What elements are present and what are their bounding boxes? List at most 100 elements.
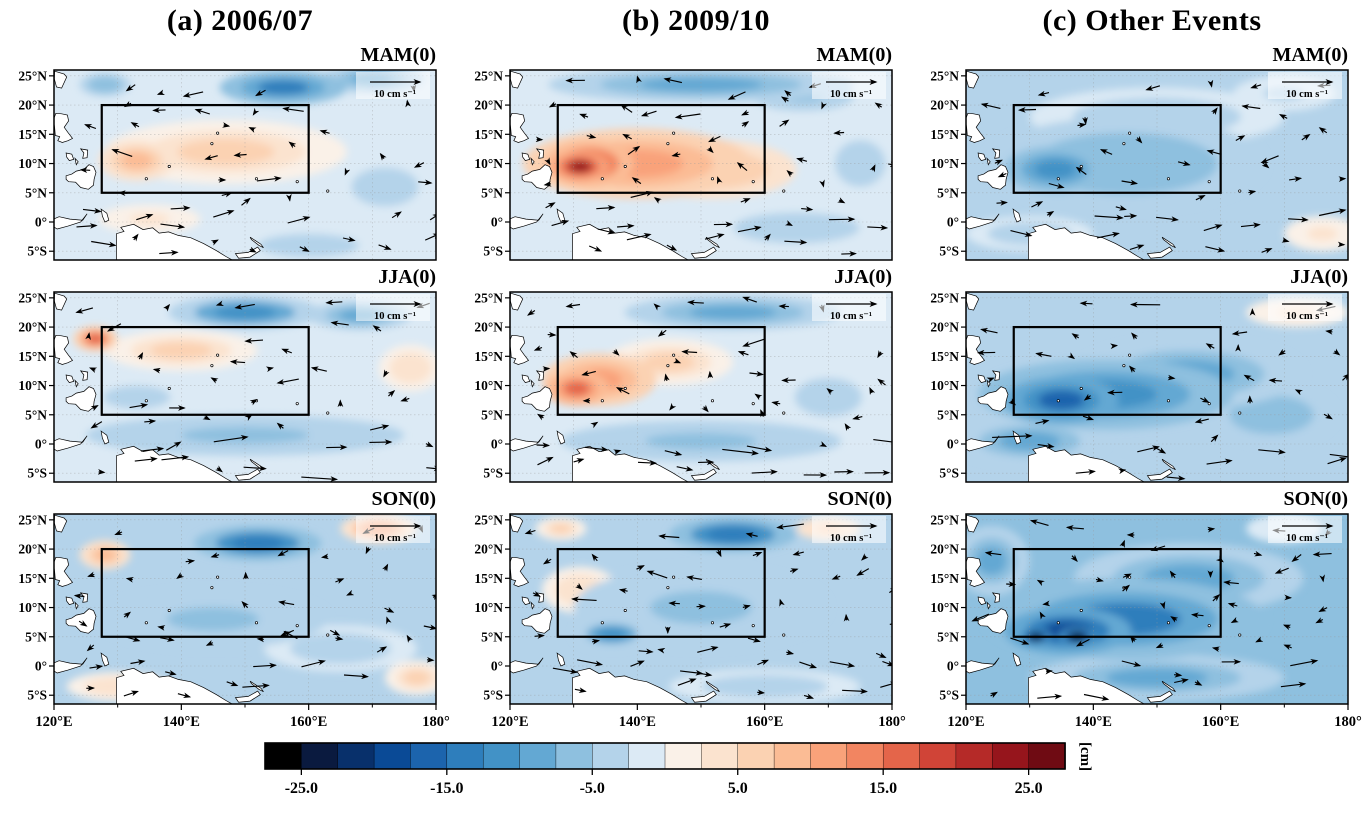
svg-text:15°N: 15°N <box>18 571 47 586</box>
svg-text:25°N: 25°N <box>18 290 47 305</box>
column-a: (a) 2006/07 MAM(0) 10 cm s⁻¹ 25°N 20°N 15°N… <box>0 0 456 735</box>
column-title-a: (a) 2006/07 <box>166 4 314 37</box>
svg-text:0°: 0° <box>947 215 959 230</box>
season-label-a-mam: MAM(0) <box>360 44 436 66</box>
svg-text:5°S: 5°S <box>483 688 503 703</box>
svg-text:-15.0: -15.0 <box>430 780 463 797</box>
svg-text:10 cm s⁻¹: 10 cm s⁻¹ <box>830 311 872 322</box>
svg-text:5°S: 5°S <box>939 244 959 259</box>
svg-text:20°N: 20°N <box>930 542 959 557</box>
svg-text:5°N: 5°N <box>937 185 959 200</box>
svg-text:20°N: 20°N <box>930 98 959 113</box>
svg-text:[cm]: [cm] <box>1077 742 1093 771</box>
svg-text:0°: 0° <box>947 659 959 674</box>
svg-text:0°: 0° <box>491 437 503 452</box>
svg-text:5°N: 5°N <box>481 407 503 422</box>
svg-text:15°N: 15°N <box>474 127 503 142</box>
svg-text:5°N: 5°N <box>25 185 47 200</box>
svg-text:5°N: 5°N <box>937 629 959 644</box>
svg-text:0°: 0° <box>35 659 47 674</box>
svg-text:15.0: 15.0 <box>869 780 897 797</box>
svg-text:5°S: 5°S <box>27 466 47 481</box>
svg-text:160°E: 160°E <box>290 714 327 730</box>
map-a-mam: 10 cm s⁻¹ 25°N 20°N 15°N 10°N 5°N 0° 5°S <box>18 68 437 261</box>
svg-text:25°N: 25°N <box>474 68 503 83</box>
svg-text:0°: 0° <box>491 659 503 674</box>
svg-text:5.0: 5.0 <box>727 780 747 797</box>
svg-text:10°N: 10°N <box>18 600 47 615</box>
svg-text:20°N: 20°N <box>18 320 47 335</box>
map-c-son: 10 cm s⁻¹ 25°N 20°N 15°N 10°N 5°N 0° 5°S 120°E 14… <box>930 512 1362 730</box>
season-label-a-jja: JJA(0) <box>378 266 436 288</box>
svg-text:10 cm s⁻¹: 10 cm s⁻¹ <box>830 89 872 100</box>
svg-text:180°: 180° <box>878 714 906 730</box>
svg-text:15°N: 15°N <box>474 349 503 364</box>
column-b: (b) 2009/10 MAM(0) 10 cm s⁻¹ 25°N 20°N 15°N… <box>456 0 912 735</box>
svg-text:120°E: 120°E <box>947 714 984 730</box>
svg-text:180°: 180° <box>422 714 450 730</box>
panel-c-son: SON(0) 10 cm s⁻¹ 25°N 20°N 15°N 10°N 5°N 0° 5°S… <box>912 486 1368 735</box>
svg-text:160°E: 160°E <box>746 714 783 730</box>
svg-text:10°N: 10°N <box>18 378 47 393</box>
svg-text:10 cm s⁻¹: 10 cm s⁻¹ <box>1286 533 1328 544</box>
svg-text:120°E: 120°E <box>35 714 72 730</box>
svg-text:10 cm s⁻¹: 10 cm s⁻¹ <box>830 533 872 544</box>
season-label-c-son: SON(0) <box>1283 488 1348 510</box>
svg-text:10 cm s⁻¹: 10 cm s⁻¹ <box>1286 311 1328 322</box>
svg-text:15°N: 15°N <box>18 349 47 364</box>
panel-b-son: SON(0) 10 cm s⁻¹ 25°N 20°N 15°N 10°N 5°N 0° 5°S… <box>456 486 912 735</box>
svg-text:15°N: 15°N <box>474 571 503 586</box>
column-title-c: (c) Other Events <box>1042 4 1262 37</box>
column-title-b: (b) 2009/10 <box>622 4 770 37</box>
svg-text:5°N: 5°N <box>481 185 503 200</box>
map-c-mam: 10 cm s⁻¹ 25°N 20°N 15°N 10°N 5°N 0° 5°S <box>930 68 1349 261</box>
panel-a-jja: JJA(0) 10 cm s⁻¹ 25°N 20°N 15°N 10°N 5°N 0° 5°S <box>0 264 456 486</box>
svg-text:5°N: 5°N <box>937 407 959 422</box>
svg-text:20°N: 20°N <box>18 542 47 557</box>
map-b-jja: 10 cm s⁻¹ 25°N 20°N 15°N 10°N 5°N 0° 5°S <box>474 290 893 483</box>
season-label-b-mam: MAM(0) <box>816 44 892 66</box>
svg-text:5°S: 5°S <box>27 244 47 259</box>
map-a-jja: 10 cm s⁻¹ 25°N 20°N 15°N 10°N 5°N 0° 5°S <box>18 290 437 483</box>
svg-text:0°: 0° <box>35 215 47 230</box>
svg-text:20°N: 20°N <box>474 320 503 335</box>
svg-text:5°S: 5°S <box>483 244 503 259</box>
svg-text:10°N: 10°N <box>930 378 959 393</box>
svg-text:10 cm s⁻¹: 10 cm s⁻¹ <box>374 89 416 100</box>
panel-a-mam: MAM(0) 10 cm s⁻¹ 25°N 20°N 15°N 10°N 5°N 0° 5°S <box>0 42 456 264</box>
svg-text:-5.0: -5.0 <box>579 780 604 797</box>
panel-b-jja: JJA(0) 10 cm s⁻¹ 25°N 20°N 15°N 10°N 5°N 0° 5°S <box>456 264 912 486</box>
panel-c-jja: JJA(0) 10 cm s⁻¹ 25°N 20°N 15°N 10°N 5°N 0° 5°S <box>912 264 1368 486</box>
svg-text:120°E: 120°E <box>491 714 528 730</box>
svg-text:10 cm s⁻¹: 10 cm s⁻¹ <box>374 533 416 544</box>
svg-text:10°N: 10°N <box>18 156 47 171</box>
svg-text:5°S: 5°S <box>483 466 503 481</box>
svg-text:5°S: 5°S <box>939 466 959 481</box>
svg-text:0°: 0° <box>491 215 503 230</box>
svg-text:10°N: 10°N <box>474 378 503 393</box>
svg-text:5°N: 5°N <box>25 407 47 422</box>
svg-text:25°N: 25°N <box>18 68 47 83</box>
figure-grid: (a) 2006/07 MAM(0) 10 cm s⁻¹ 25°N 20°N 15°N… <box>0 0 1368 735</box>
svg-text:0°: 0° <box>35 437 47 452</box>
svg-text:5°N: 5°N <box>481 629 503 644</box>
svg-text:15°N: 15°N <box>930 127 959 142</box>
svg-text:15°N: 15°N <box>930 349 959 364</box>
svg-text:180°: 180° <box>1334 714 1362 730</box>
season-label-b-son: SON(0) <box>827 488 892 510</box>
svg-text:15°N: 15°N <box>930 571 959 586</box>
svg-text:140°E: 140°E <box>619 714 656 730</box>
svg-text:20°N: 20°N <box>474 98 503 113</box>
svg-text:25°N: 25°N <box>930 290 959 305</box>
map-a-son: 10 cm s⁻¹ 25°N 20°N 15°N 10°N 5°N 0° 5°S 120°E 14… <box>18 512 450 730</box>
season-label-b-jja: JJA(0) <box>834 266 892 288</box>
svg-text:140°E: 140°E <box>163 714 200 730</box>
svg-text:20°N: 20°N <box>18 98 47 113</box>
svg-text:160°E: 160°E <box>1202 714 1239 730</box>
panel-c-mam: MAM(0) 10 cm s⁻¹ 25°N 20°N 15°N 10°N 5°N 0° 5°S <box>912 42 1368 264</box>
svg-text:10°N: 10°N <box>474 600 503 615</box>
svg-text:-25.0: -25.0 <box>284 780 317 797</box>
svg-text:25.0: 25.0 <box>1014 780 1042 797</box>
season-label-c-mam: MAM(0) <box>1272 44 1348 66</box>
